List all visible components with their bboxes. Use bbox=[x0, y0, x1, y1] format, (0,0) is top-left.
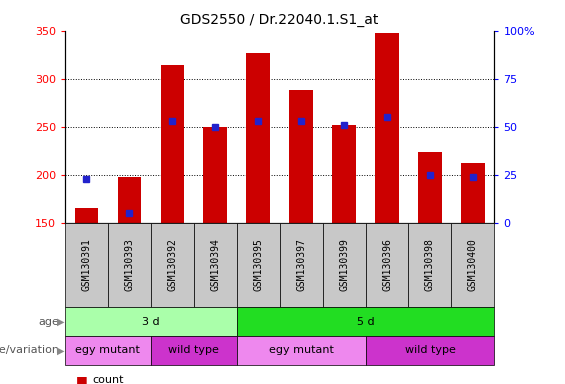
Text: egy mutant: egy mutant bbox=[269, 345, 333, 356]
Text: genotype/variation: genotype/variation bbox=[0, 345, 59, 356]
Text: GSM130396: GSM130396 bbox=[382, 238, 392, 291]
Bar bbox=[160, 65, 184, 223]
Text: GSM130398: GSM130398 bbox=[425, 238, 435, 291]
Text: wild type: wild type bbox=[168, 345, 219, 356]
Text: ▶: ▶ bbox=[57, 345, 64, 356]
Title: GDS2550 / Dr.22040.1.S1_at: GDS2550 / Dr.22040.1.S1_at bbox=[180, 13, 379, 27]
Bar bbox=[289, 90, 313, 223]
Text: count: count bbox=[92, 375, 124, 384]
Text: 3 d: 3 d bbox=[142, 316, 160, 327]
Text: ▶: ▶ bbox=[57, 316, 64, 327]
Bar bbox=[203, 127, 227, 223]
Bar bbox=[461, 163, 485, 223]
Bar bbox=[75, 208, 98, 223]
Bar bbox=[118, 177, 141, 223]
Text: GSM130391: GSM130391 bbox=[81, 238, 92, 291]
Text: GSM130392: GSM130392 bbox=[167, 238, 177, 291]
Text: egy mutant: egy mutant bbox=[76, 345, 140, 356]
Bar bbox=[246, 53, 270, 223]
Text: GSM130393: GSM130393 bbox=[124, 238, 134, 291]
Text: age: age bbox=[38, 316, 59, 327]
Text: GSM130399: GSM130399 bbox=[339, 238, 349, 291]
Text: GSM130394: GSM130394 bbox=[210, 238, 220, 291]
Text: GSM130400: GSM130400 bbox=[468, 238, 478, 291]
Text: GSM130397: GSM130397 bbox=[296, 238, 306, 291]
Bar bbox=[418, 152, 442, 223]
Text: 5 d: 5 d bbox=[357, 316, 375, 327]
Bar bbox=[332, 125, 356, 223]
Text: GSM130395: GSM130395 bbox=[253, 238, 263, 291]
Bar bbox=[375, 33, 399, 223]
Text: wild type: wild type bbox=[405, 345, 455, 356]
Text: ■: ■ bbox=[76, 374, 88, 384]
